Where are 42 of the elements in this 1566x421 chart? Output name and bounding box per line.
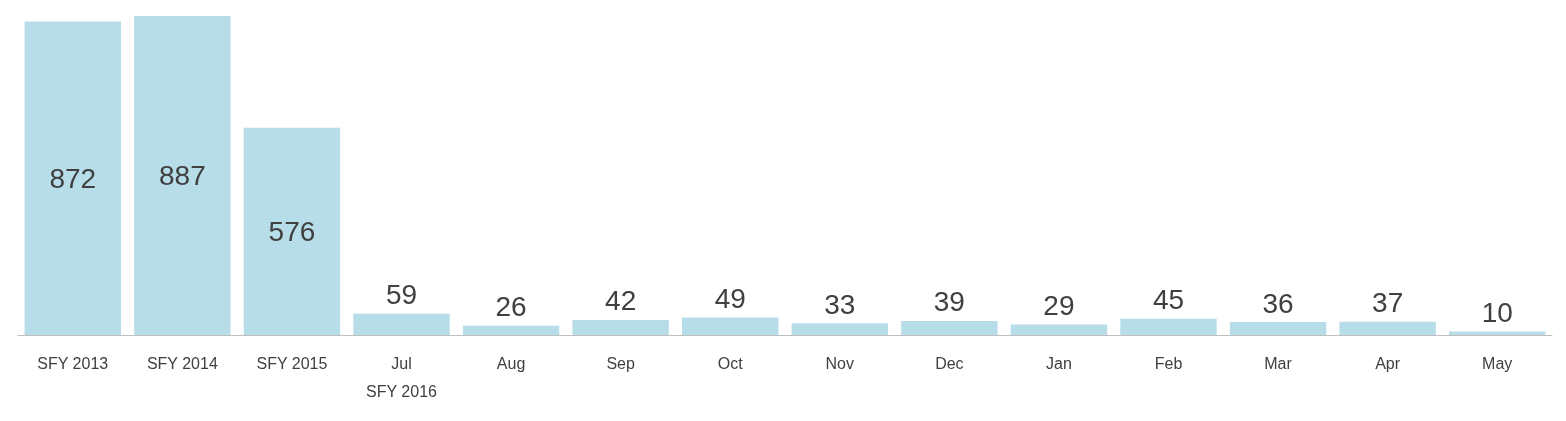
data-label: 39 bbox=[933, 286, 965, 318]
bar bbox=[243, 127, 341, 335]
x-tick-label: Mar bbox=[1264, 354, 1293, 372]
bar bbox=[791, 323, 888, 335]
data-label: 36 bbox=[1262, 287, 1294, 319]
data-label: 26 bbox=[495, 291, 527, 323]
data-label: 37 bbox=[1372, 287, 1404, 319]
data-label: 887 bbox=[159, 160, 206, 191]
bar bbox=[1229, 322, 1327, 335]
bar bbox=[24, 21, 121, 335]
x-tick-label: Jul SFY 2016 bbox=[366, 354, 438, 400]
bar bbox=[1010, 324, 1108, 335]
x-tick-label: SFY 2013 bbox=[37, 354, 109, 372]
data-label: 49 bbox=[714, 282, 746, 314]
bar bbox=[572, 319, 669, 335]
bar bbox=[1339, 321, 1436, 335]
bar bbox=[901, 320, 998, 335]
x-tick-label: Apr bbox=[1375, 354, 1401, 372]
x-tick-label: May bbox=[1482, 354, 1513, 372]
bar bbox=[353, 313, 450, 335]
bar bbox=[1120, 318, 1217, 335]
x-tick-label: Feb bbox=[1154, 354, 1183, 372]
data-label: 45 bbox=[1152, 284, 1185, 316]
x-tick-label: Jan bbox=[1046, 354, 1072, 372]
x-tick-label: Nov bbox=[825, 354, 855, 372]
data-label: 42 bbox=[605, 285, 637, 317]
data-label: 872 bbox=[49, 162, 97, 194]
bar bbox=[134, 16, 231, 335]
bar bbox=[462, 325, 560, 335]
data-label: 29 bbox=[1043, 290, 1075, 322]
x-tick-label: SFY 2014 bbox=[146, 354, 218, 372]
data-label: 576 bbox=[268, 215, 316, 247]
x-tick-label: SFY 2015 bbox=[256, 354, 328, 372]
x-tick-label: Sep bbox=[606, 354, 635, 372]
bar bbox=[682, 317, 779, 335]
x-tick-label: Oct bbox=[717, 354, 744, 372]
data-label: 10 bbox=[1481, 296, 1513, 328]
x-tick-label: Aug bbox=[496, 354, 526, 372]
data-label: 59 bbox=[385, 279, 418, 311]
data-label: 33 bbox=[824, 288, 856, 320]
x-tick-label: Dec bbox=[935, 354, 964, 372]
bar bbox=[1449, 331, 1546, 335]
